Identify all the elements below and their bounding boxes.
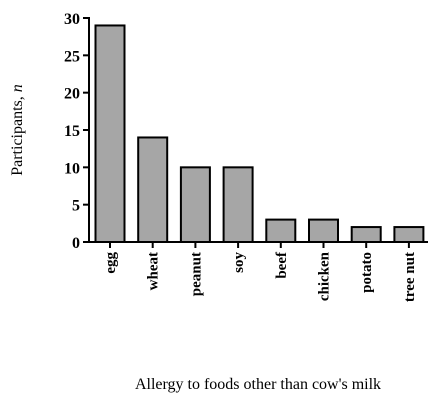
y-tick-label: 25 [64, 48, 80, 65]
x-axis-title: Allergy to foods other than cow's milk [135, 376, 381, 393]
bar [393, 226, 425, 243]
bar [265, 218, 297, 244]
y-axis-title-variable: n [9, 84, 26, 92]
y-tick-label: 15 [64, 123, 80, 140]
bar [179, 166, 211, 243]
y-tick-label: 0 [72, 235, 80, 252]
y-tick-label: 30 [64, 11, 80, 28]
y-tick-label: 10 [64, 160, 80, 177]
x-category-label: potato [359, 252, 375, 293]
bar [308, 218, 339, 244]
y-axis-title-text: Participants, [9, 92, 26, 176]
bar [137, 136, 169, 243]
bars-group [94, 24, 425, 244]
x-labels-group: egg wheat peanut soy beef chicken potato tree n… [103, 242, 418, 302]
bar [350, 226, 382, 243]
y-axis-title: Participants, n [9, 84, 26, 176]
x-category-label: soy [231, 252, 247, 273]
x-category-label: tree nut [402, 252, 418, 302]
x-category-label: chicken [317, 251, 333, 301]
x-category-label: beef [274, 251, 290, 279]
y-tick-label: 5 [72, 198, 80, 215]
x-category-label: egg [103, 252, 119, 274]
x-category-label: peanut [188, 252, 204, 296]
bar [94, 24, 126, 244]
y-ticks-group: 0 5 10 15 20 25 30 [64, 11, 89, 252]
x-category-label: wheat [146, 252, 162, 290]
bar [222, 166, 254, 243]
y-tick-label: 20 [64, 86, 80, 103]
